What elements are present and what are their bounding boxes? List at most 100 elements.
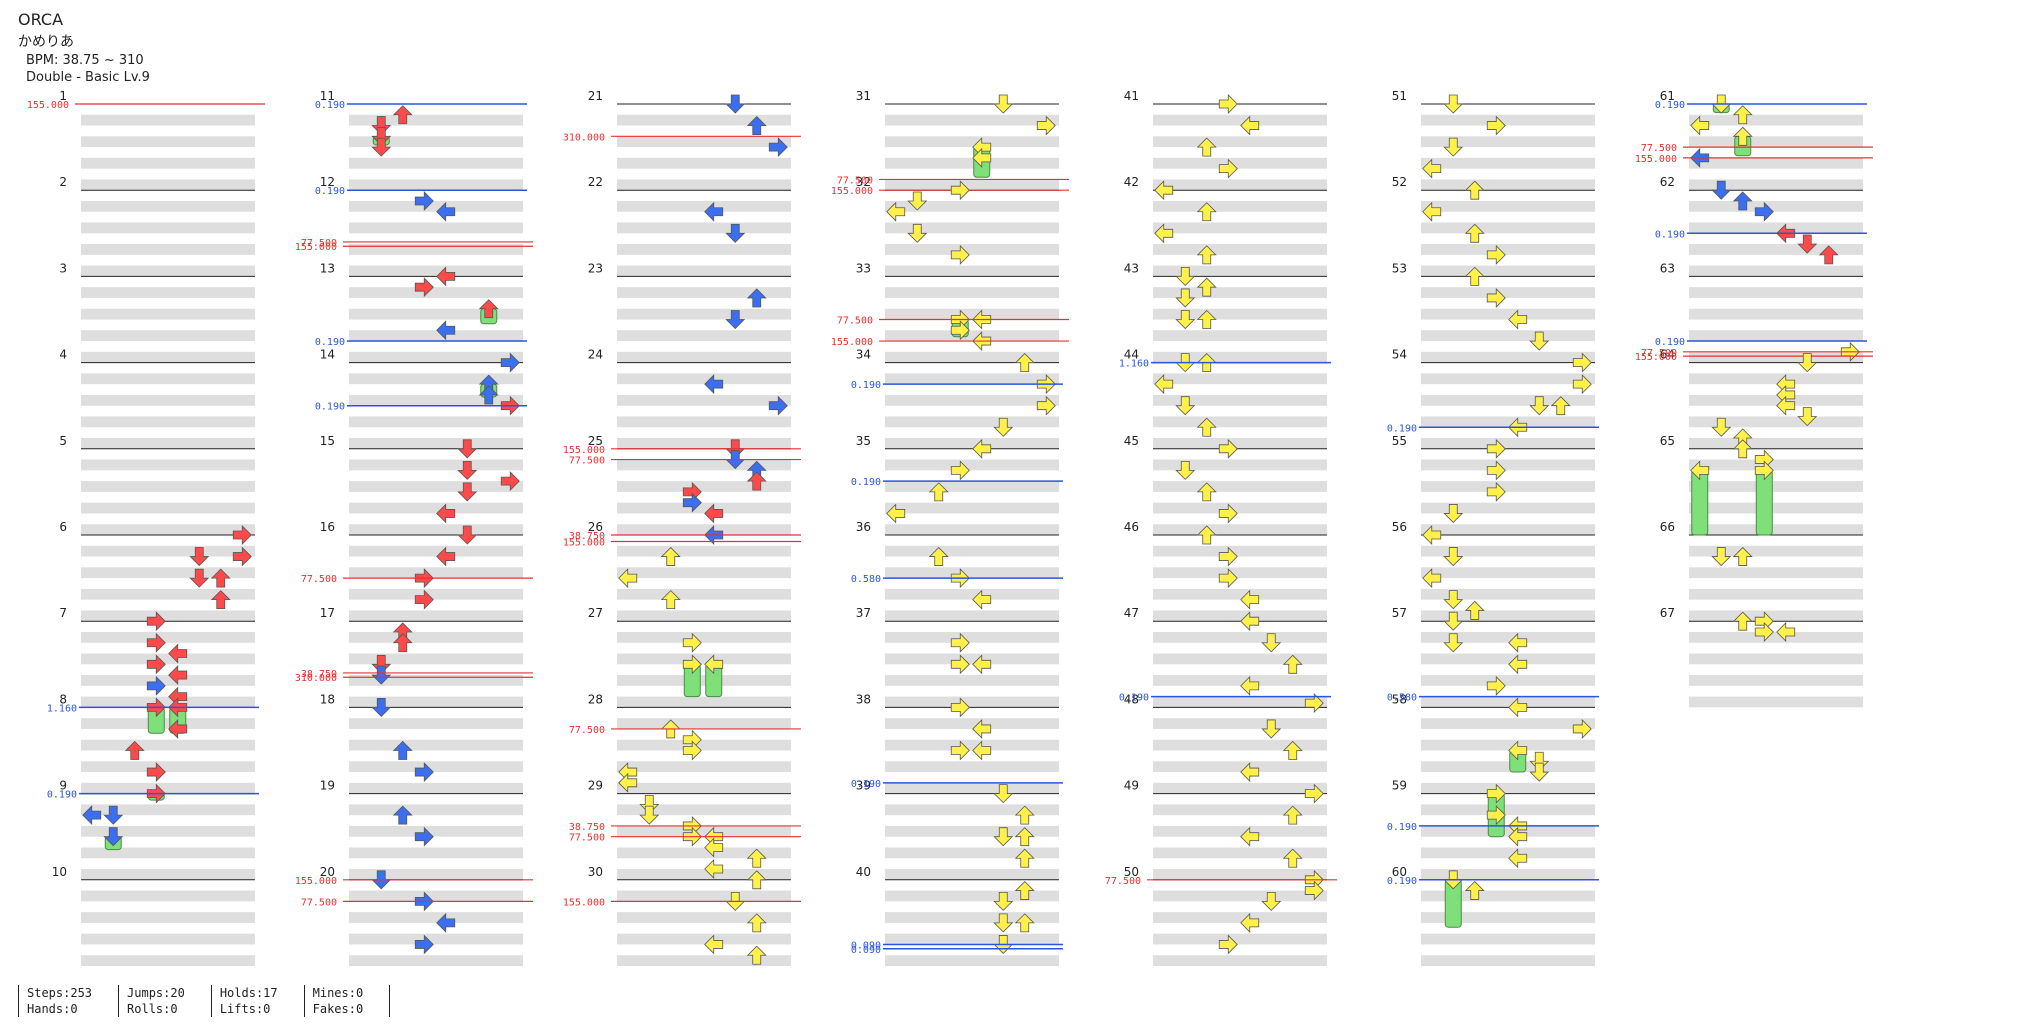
beat-band: [1689, 179, 1863, 191]
beat-band: [617, 912, 791, 923]
beat-band: [1153, 287, 1327, 298]
beat-band: [349, 524, 523, 535]
beat-band: [81, 524, 255, 535]
measure-35: 35: [856, 434, 1059, 535]
arrow-note: [1218, 546, 1238, 567]
arrow-note: [746, 288, 767, 308]
stop-label: 0.190: [1387, 876, 1417, 887]
arrow-note: [1818, 245, 1839, 265]
beat-band: [885, 330, 1059, 342]
arrow-note: [82, 805, 102, 826]
beat-band: [885, 567, 1059, 579]
arrow-note: [1240, 675, 1260, 696]
measure-13: 13: [320, 261, 523, 363]
measure-38: 38: [856, 692, 1059, 794]
measure-19: 19: [320, 779, 523, 880]
arrow-note: [414, 934, 434, 955]
beat-band: [81, 653, 255, 665]
beat-band: [1421, 567, 1595, 579]
arrow-note: [1443, 137, 1464, 157]
measure-number: 22: [588, 175, 603, 189]
beat-band: [1689, 631, 1863, 643]
arrow-note: [1797, 407, 1818, 427]
beat-band: [81, 308, 255, 320]
arrow-note: [1175, 460, 1196, 480]
beat-band: [885, 955, 1059, 966]
beat-band: [1153, 114, 1327, 126]
beat-band: [617, 394, 791, 406]
measure-number: 31: [856, 89, 871, 103]
beat-band: [885, 524, 1059, 535]
beat-band: [349, 718, 523, 729]
arrow-note: [146, 632, 166, 653]
measure-15: 15: [320, 434, 523, 535]
beat-band: [349, 869, 523, 880]
arrow-note: [1196, 309, 1217, 329]
beat-band: [1421, 739, 1595, 751]
arrow-note: [704, 859, 724, 879]
beat-band: [617, 718, 791, 729]
arrow-note: [371, 116, 392, 136]
beat-band: [81, 481, 255, 492]
beat-band: [1421, 394, 1595, 406]
arrow-note: [414, 589, 434, 610]
arrow-note: [950, 244, 970, 265]
beat-band: [1421, 157, 1595, 169]
measure-number: 56: [1392, 520, 1407, 534]
beat-band: [1153, 545, 1327, 557]
arrow-note: [1261, 719, 1282, 739]
beat-band: [885, 222, 1059, 234]
measure-4: 4: [59, 348, 255, 449]
arrow-note: [972, 147, 992, 168]
beat-band: [349, 394, 523, 406]
measure-49: 49: [1124, 779, 1327, 880]
arrow-note: [436, 503, 456, 524]
arrow-note: [189, 568, 210, 588]
arrow-note: [1014, 848, 1035, 868]
arrow-note: [768, 137, 788, 158]
measure-55: 55: [1392, 434, 1595, 535]
measure-59: 59: [1392, 779, 1595, 880]
beat-band: [885, 739, 1059, 751]
arrow-note: [907, 223, 928, 243]
measure-42: 42: [1124, 175, 1327, 277]
arrow-note: [436, 912, 456, 933]
arrow-note: [704, 201, 724, 222]
bpm-change-label: 38.750: [569, 531, 605, 542]
measure-number: 25: [588, 434, 603, 448]
arrow-note: [168, 718, 188, 739]
arrow-note: [1014, 827, 1035, 847]
arrow-note: [1240, 826, 1260, 847]
arrow-note: [660, 590, 681, 610]
arrow-note: [1196, 525, 1217, 545]
arrow-note: [1175, 266, 1196, 286]
measure-number: 60: [1392, 865, 1407, 879]
measure-47: 47: [1124, 606, 1327, 708]
measure-28: 28: [588, 692, 791, 794]
measure-number: 24: [588, 348, 603, 362]
beat-band: [1689, 567, 1863, 579]
arrow-note: [1572, 374, 1592, 395]
beat-band: [885, 308, 1059, 320]
stop-label: 0.190: [1655, 337, 1685, 348]
arrow-note: [168, 665, 188, 686]
measure-number: 19: [320, 779, 335, 793]
arrow-note: [1732, 439, 1753, 459]
measure-number: 18: [320, 692, 335, 706]
stop-label: 0.190: [315, 337, 345, 348]
measure-56: 56: [1392, 520, 1595, 622]
arrow-note: [1690, 115, 1710, 136]
measure-14: 14: [320, 348, 523, 449]
arrow-note: [1797, 353, 1818, 373]
measure-number: 39: [856, 779, 871, 793]
arrow-note: [103, 827, 124, 847]
beat-band: [1153, 438, 1327, 449]
beat-band: [349, 179, 523, 191]
bpm-change-label: 155.000: [831, 337, 873, 348]
beat-band: [349, 631, 523, 643]
arrow-note: [1754, 201, 1774, 222]
arrow-note: [1196, 245, 1217, 265]
arrow-note: [746, 848, 767, 868]
beat-band: [617, 265, 791, 277]
beat-band: [81, 136, 255, 148]
